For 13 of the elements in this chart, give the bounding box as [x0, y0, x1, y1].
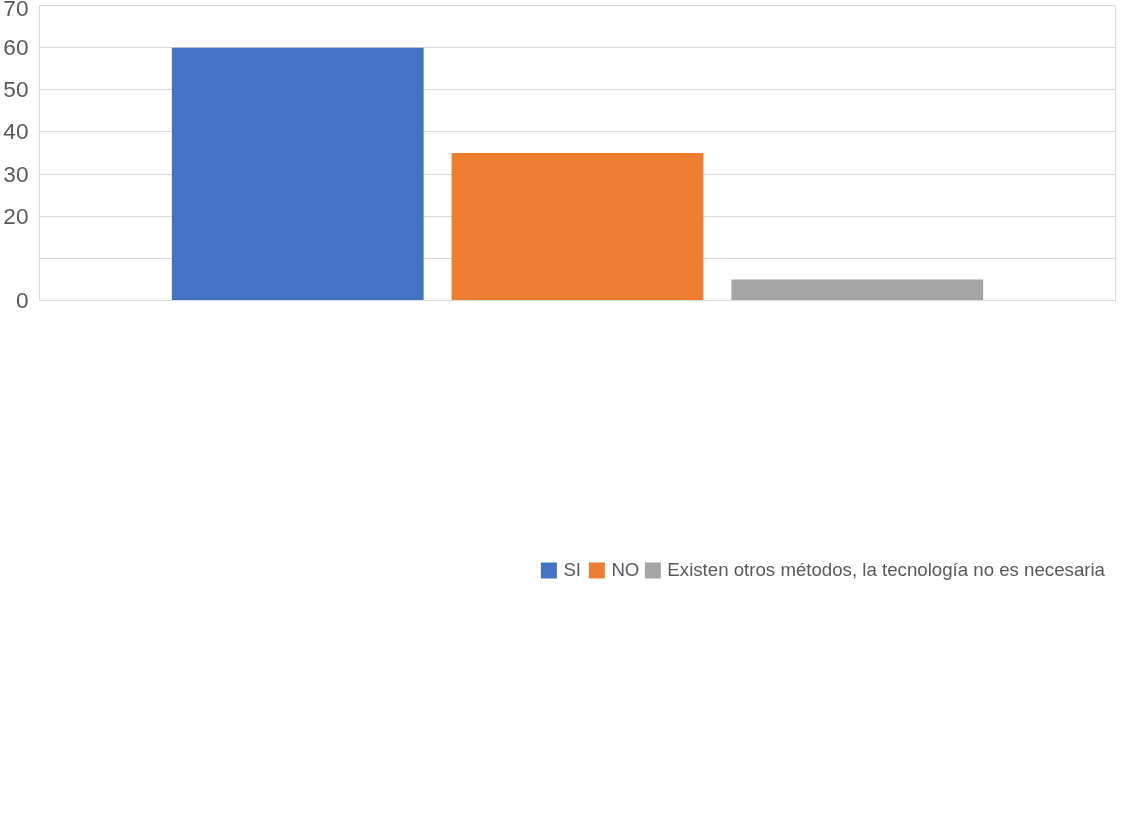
y-tick-label: 70 — [3, 0, 29, 21]
y-tick-label: 0 — [15, 287, 29, 313]
y-tick-label: 60 — [3, 34, 29, 61]
bar — [731, 279, 984, 301]
legend-label: Existen otros métodos, la tecnología no es necesaria — [667, 559, 1105, 581]
legend-label: NO — [611, 559, 640, 581]
legend-label: SI — [563, 559, 582, 581]
bar — [451, 153, 704, 301]
bar — [171, 47, 424, 301]
y-tick-label: 50 — [3, 76, 29, 103]
y-tick-label: 30 — [3, 160, 29, 187]
y-tick-label: 40 — [3, 118, 29, 145]
y-tick-label: 20 — [3, 202, 29, 229]
